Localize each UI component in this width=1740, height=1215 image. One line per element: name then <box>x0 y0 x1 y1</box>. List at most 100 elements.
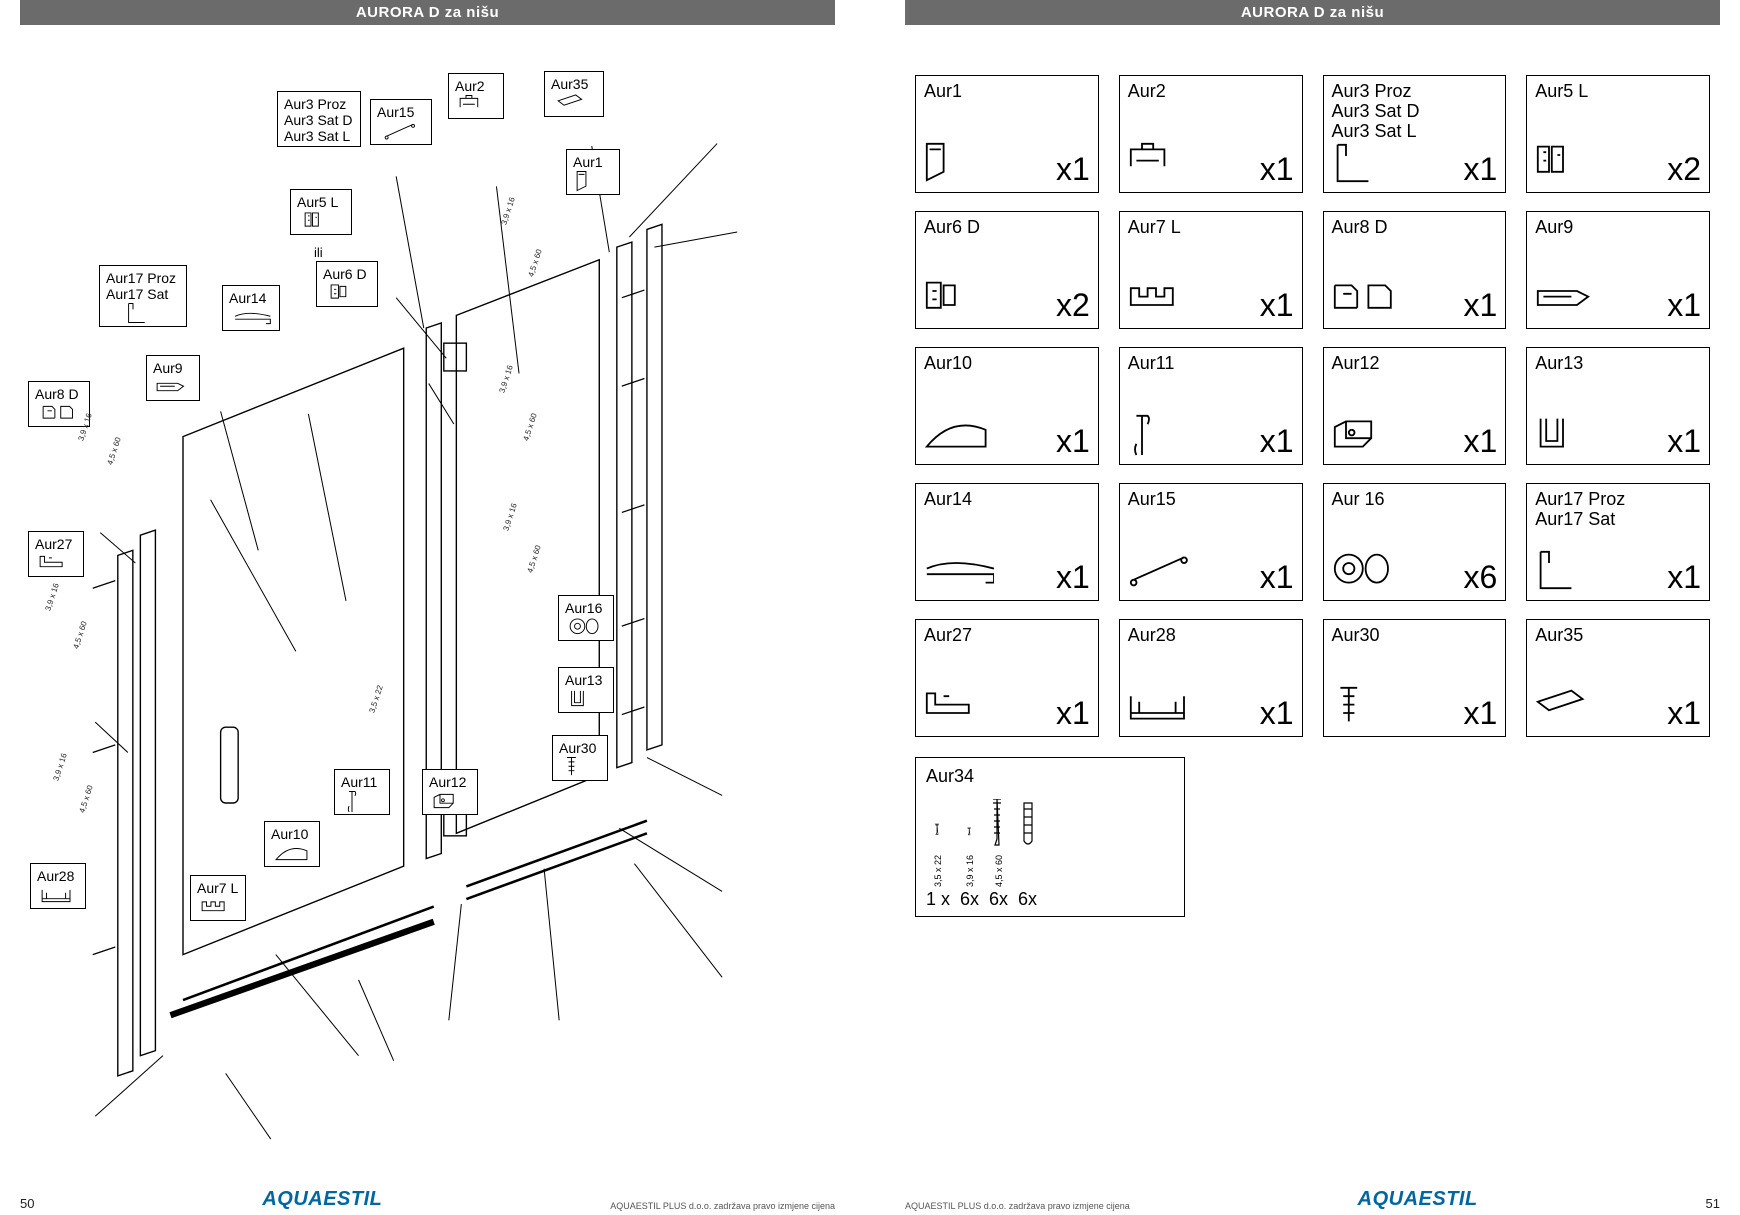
callout-label: Aur17 Sat <box>106 286 180 302</box>
part-qty: x1 <box>1260 287 1294 324</box>
part-label: Aur3 Proz Aur3 Sat D Aur3 Sat L <box>1332 82 1498 141</box>
part-label: Aur10 <box>924 354 1090 374</box>
aur34-item: 3,9 x 166x <box>960 793 979 910</box>
part-qty: x2 <box>1056 287 1090 324</box>
part-box-aur17proz: Aur17 Proz Aur17 Sat x1 <box>1526 483 1710 601</box>
page-number-right: 51 <box>1706 1196 1720 1211</box>
bar-icon <box>377 120 425 142</box>
castel-icon <box>197 896 239 918</box>
aur34-qty: 6x <box>960 889 979 910</box>
profile-icon <box>573 170 613 192</box>
bracket-top-icon <box>455 94 497 116</box>
parts-grid: Aur1x1Aur2x1Aur3 Proz Aur3 Sat D Aur3 Sa… <box>905 45 1720 737</box>
screw-l-icon <box>991 793 1007 849</box>
part-box-aur15: Aur15x1 <box>1119 483 1303 601</box>
callout-label: Aur7 L <box>197 880 239 896</box>
aur34-qty: 6x <box>1018 889 1037 910</box>
part-label: Aur35 <box>1535 626 1701 646</box>
page-right: AURORA D za nišu Aur1x1Aur2x1Aur3 Proz A… <box>885 0 1740 1215</box>
callout-aur8d: Aur8 D <box>28 381 90 427</box>
part-qty: x1 <box>1056 559 1090 596</box>
callout-aur17: Aur17 ProzAur17 Sat <box>99 265 187 327</box>
callout-aur1: Aur1 <box>566 149 620 195</box>
callout-aur3: Aur3 ProzAur3 Sat DAur3 Sat L <box>277 91 361 147</box>
block-icon <box>429 790 471 812</box>
callout-label: Aur28 <box>37 868 79 884</box>
hinge-icon <box>297 210 345 232</box>
tray-icon <box>37 884 79 906</box>
seal-h-icon <box>229 306 273 328</box>
aur34-dim: 3,5 x 22 <box>933 849 943 887</box>
aur34-item: 4,5 x 60 6x <box>989 793 1008 910</box>
callout-label: Aur8 D <box>35 386 83 402</box>
part-qty: x1 <box>1260 695 1294 732</box>
part-qty: x1 <box>1260 559 1294 596</box>
callout-aur16: Aur16 <box>558 595 614 641</box>
header-bar-right: AURORA D za nišu <box>905 0 1720 25</box>
callout-label: Aur16 <box>565 600 607 616</box>
part-qty: x1 <box>1667 695 1701 732</box>
footer-right: AQUAESTIL PLUS d.o.o. zadržava pravo izm… <box>905 1182 1720 1215</box>
aur34-qty: 1 x <box>926 889 950 910</box>
exploded-diagram: ili Aur3 ProzAur3 Sat DAur3 Sat LAur15Au… <box>20 45 835 1182</box>
part-label: Aur17 Proz Aur17 Sat <box>1535 490 1701 530</box>
part-box-aur12: Aur12x1 <box>1323 347 1507 465</box>
channel-icon <box>35 552 77 574</box>
hinge2-icon <box>323 282 371 304</box>
part-box-aur6d: Aur6 Dx2 <box>915 211 1099 329</box>
callout-label: Aur5 L <box>297 194 345 210</box>
header-bar-left: AURORA D za nišu <box>20 0 835 25</box>
part-qty: x1 <box>1056 695 1090 732</box>
part-qty: x6 <box>1463 559 1497 596</box>
callout-aur10: Aur10 <box>264 821 320 867</box>
part-box-aur27: Aur27 x1 <box>915 619 1099 737</box>
callout-aur12: Aur12 <box>422 769 478 815</box>
part-label: Aur8 D <box>1332 218 1498 238</box>
part-box-aur11: Aur11 x1 <box>1119 347 1303 465</box>
part-box-aur14: Aur14x1 <box>915 483 1099 601</box>
callout-aur28: Aur28 <box>30 863 86 909</box>
callout-label: Aur15 <box>377 104 425 120</box>
callout-label: Aur6 D <box>323 266 371 282</box>
part-qty: x1 <box>1667 559 1701 596</box>
part-box-aur13: Aur13x1 <box>1526 347 1710 465</box>
glass-corner-icon <box>106 302 180 324</box>
part-label: Aur9 <box>1535 218 1701 238</box>
part-label: Aur1 <box>924 82 1090 102</box>
callout-label: Aur1 <box>573 154 613 170</box>
callout-label: Aur2 <box>455 78 497 94</box>
part-label: Aur27 <box>924 626 1090 646</box>
part-qty: x1 <box>1056 151 1090 188</box>
callout-label: Aur14 <box>229 290 273 306</box>
part-qty: x1 <box>1667 423 1701 460</box>
part-qty: x1 <box>1463 151 1497 188</box>
discs-icon <box>565 616 607 638</box>
page-number-left: 50 <box>20 1196 34 1211</box>
aur34-qty: 6x <box>989 889 1008 910</box>
part-box-aur9: Aur9x1 <box>1526 211 1710 329</box>
callout-label: Aur30 <box>559 740 601 756</box>
u-channel-icon <box>565 688 607 710</box>
brand-logo-right: AQUAESTIL <box>1358 1188 1478 1211</box>
callout-aur14: Aur14 <box>222 285 280 331</box>
callout-label: Aur3 Proz <box>284 96 354 112</box>
part-label: Aur28 <box>1128 626 1294 646</box>
aur34-item: 6x <box>1018 795 1037 910</box>
callout-aur7l: Aur7 L <box>190 875 246 921</box>
copyright-left: AQUAESTIL PLUS d.o.o. zadržava pravo izm… <box>610 1201 835 1211</box>
callout-aur15: Aur15 <box>370 99 432 145</box>
callout-label: Aur10 <box>271 826 313 842</box>
part-qty: x1 <box>1056 423 1090 460</box>
part-box-aur8d: Aur8 D x1 <box>1323 211 1507 329</box>
assembly-drawing <box>20 45 835 1182</box>
part-qty: x1 <box>1463 287 1497 324</box>
page-left: AURORA D za nišu <box>0 0 855 1215</box>
part-qty: x1 <box>1260 423 1294 460</box>
aur34-dim: 4,5 x 60 <box>994 849 1004 887</box>
part-box-aur35: Aur35 x1 <box>1526 619 1710 737</box>
callout-aur35: Aur35 <box>544 71 604 117</box>
part-label: Aur11 <box>1128 354 1294 374</box>
callout-aur6d: Aur6 D <box>316 261 378 307</box>
screw-m-icon <box>962 793 978 849</box>
aur34-box: Aur34 3,5 x 221 x3,9 x 166x4,5 x 606x6x <box>915 757 1185 917</box>
